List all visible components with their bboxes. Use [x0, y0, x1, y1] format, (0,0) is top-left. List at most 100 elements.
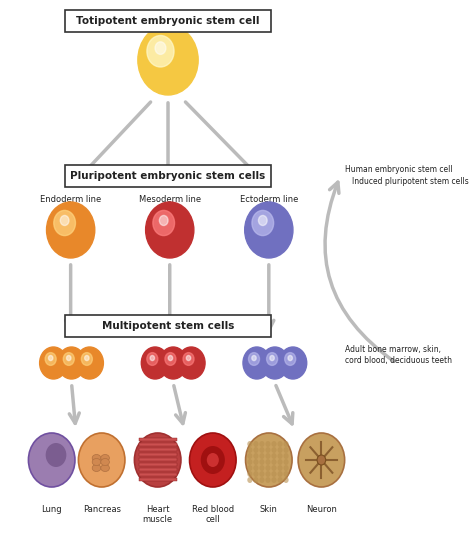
Circle shape	[259, 477, 264, 483]
Circle shape	[190, 433, 236, 487]
Ellipse shape	[101, 464, 109, 471]
Circle shape	[259, 471, 264, 477]
Text: Adult bone marrow, skin,
cord blood, deciduous teeth: Adult bone marrow, skin, cord blood, dec…	[345, 345, 452, 364]
Text: Multipotent stem cells: Multipotent stem cells	[102, 321, 234, 331]
Circle shape	[147, 353, 158, 366]
Circle shape	[283, 471, 289, 477]
Circle shape	[138, 25, 198, 95]
Circle shape	[85, 355, 89, 361]
Circle shape	[247, 477, 253, 483]
Circle shape	[165, 353, 176, 366]
Circle shape	[277, 477, 283, 483]
Circle shape	[153, 211, 174, 235]
Circle shape	[155, 42, 166, 55]
Circle shape	[150, 355, 155, 361]
Circle shape	[279, 347, 307, 379]
Circle shape	[265, 477, 271, 483]
Text: Endoderm line: Endoderm line	[40, 195, 101, 204]
Circle shape	[283, 447, 289, 453]
Circle shape	[277, 441, 283, 447]
Circle shape	[248, 353, 259, 366]
Text: Human embryonic stem cell: Human embryonic stem cell	[345, 165, 452, 173]
Circle shape	[253, 453, 258, 459]
Circle shape	[183, 353, 194, 366]
Circle shape	[259, 447, 264, 453]
Circle shape	[285, 353, 296, 366]
Ellipse shape	[92, 464, 101, 471]
Circle shape	[277, 459, 283, 465]
Circle shape	[270, 355, 274, 361]
FancyBboxPatch shape	[139, 468, 177, 471]
Circle shape	[283, 453, 289, 459]
FancyBboxPatch shape	[64, 10, 272, 32]
Text: Pancreas: Pancreas	[82, 505, 121, 514]
Text: Induced pluripotent stem cells: Induced pluripotent stem cells	[352, 177, 468, 186]
Circle shape	[159, 215, 168, 226]
Circle shape	[258, 215, 267, 226]
Circle shape	[78, 433, 125, 487]
Circle shape	[272, 441, 276, 447]
Circle shape	[247, 465, 253, 471]
FancyBboxPatch shape	[139, 443, 177, 446]
Circle shape	[247, 471, 253, 477]
Text: Pluripotent embryonic stem cells: Pluripotent embryonic stem cells	[70, 171, 265, 181]
Circle shape	[168, 355, 173, 361]
Circle shape	[243, 347, 271, 379]
Circle shape	[46, 202, 95, 258]
Circle shape	[265, 471, 271, 477]
Circle shape	[253, 447, 258, 453]
Circle shape	[272, 471, 276, 477]
Circle shape	[277, 465, 283, 471]
Circle shape	[45, 353, 56, 366]
Circle shape	[252, 211, 273, 235]
Circle shape	[66, 355, 71, 361]
Circle shape	[28, 433, 75, 487]
FancyBboxPatch shape	[139, 453, 177, 456]
Circle shape	[54, 211, 75, 235]
Circle shape	[146, 202, 194, 258]
Circle shape	[277, 447, 283, 453]
Text: Neuron: Neuron	[306, 505, 337, 514]
Text: Skin: Skin	[260, 505, 278, 514]
Circle shape	[272, 459, 276, 465]
Circle shape	[48, 355, 53, 361]
Circle shape	[288, 355, 292, 361]
Ellipse shape	[92, 458, 101, 465]
Circle shape	[265, 453, 271, 459]
Circle shape	[265, 447, 271, 453]
Ellipse shape	[92, 455, 101, 462]
Circle shape	[60, 215, 69, 226]
Text: Ectoderm line: Ectoderm line	[240, 195, 298, 204]
FancyBboxPatch shape	[139, 473, 177, 476]
Circle shape	[272, 453, 276, 459]
Circle shape	[266, 353, 278, 366]
Circle shape	[259, 465, 264, 471]
Circle shape	[76, 347, 103, 379]
Text: Mesoderm line: Mesoderm line	[139, 195, 201, 204]
Circle shape	[283, 459, 289, 465]
Circle shape	[283, 441, 289, 447]
Circle shape	[63, 353, 74, 366]
Text: Lung: Lung	[41, 505, 62, 514]
Circle shape	[207, 453, 219, 467]
FancyBboxPatch shape	[64, 165, 272, 187]
Circle shape	[265, 465, 271, 471]
Text: Red blood
cell: Red blood cell	[192, 505, 234, 524]
Circle shape	[253, 465, 258, 471]
Circle shape	[46, 443, 66, 467]
Text: Heart
muscle: Heart muscle	[143, 505, 173, 524]
Circle shape	[141, 347, 169, 379]
Circle shape	[265, 459, 271, 465]
Circle shape	[253, 471, 258, 477]
Circle shape	[247, 441, 253, 447]
Circle shape	[259, 459, 264, 465]
Ellipse shape	[101, 455, 109, 462]
Circle shape	[58, 347, 85, 379]
Circle shape	[252, 355, 256, 361]
FancyBboxPatch shape	[139, 463, 177, 466]
Circle shape	[298, 433, 345, 487]
FancyBboxPatch shape	[64, 315, 272, 337]
Circle shape	[272, 465, 276, 471]
FancyBboxPatch shape	[139, 478, 177, 481]
Circle shape	[135, 433, 181, 487]
